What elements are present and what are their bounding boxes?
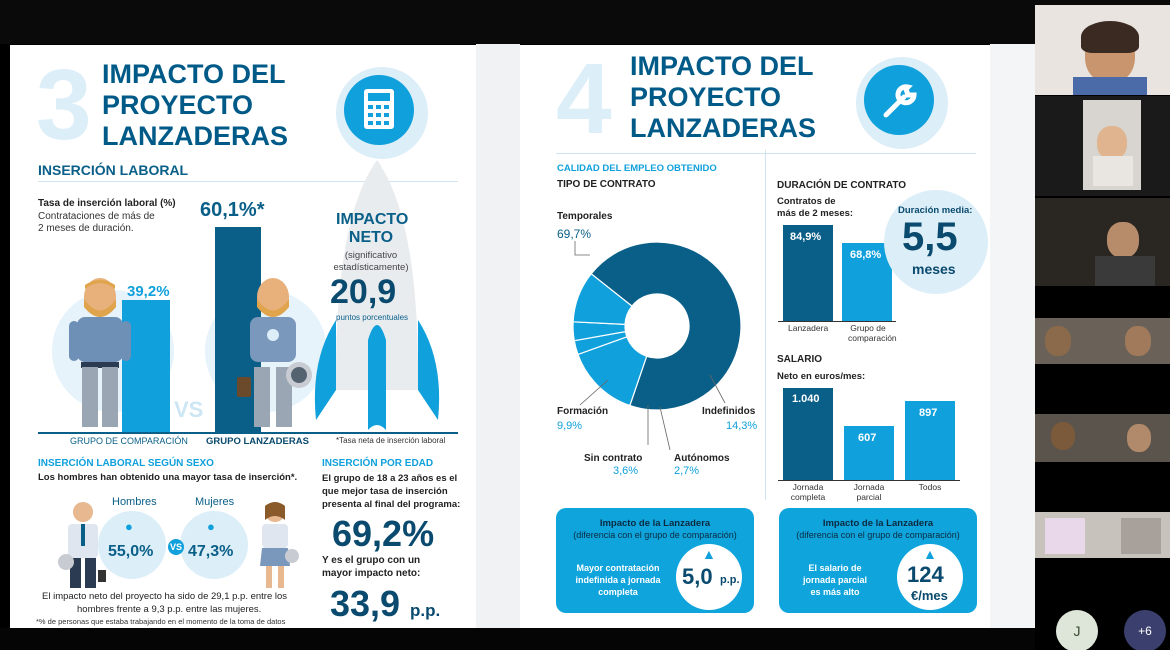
salary-value-completa: 1.040 bbox=[792, 393, 820, 405]
rate-title: Tasa de inserción laboral (%) bbox=[38, 198, 176, 209]
donut-label-formacion: Formación bbox=[557, 406, 609, 417]
women-label: Mujeres bbox=[195, 496, 235, 508]
video-tile-6[interactable] bbox=[1035, 512, 1170, 558]
video-tile-5[interactable] bbox=[1035, 414, 1170, 462]
duration-media-unit: meses bbox=[912, 261, 956, 277]
sex-vs: VS bbox=[168, 539, 184, 555]
rate-footnote: *Tasa neta de inserción laboral bbox=[336, 436, 446, 445]
age-title: INSERCIÓN POR EDAD bbox=[322, 458, 434, 469]
arrow-up-icon: ▲ bbox=[923, 546, 937, 562]
sex-title: INSERCIÓN LABORAL SEGÚN SEXO bbox=[38, 458, 214, 469]
donut-label-temporales: Temporales bbox=[557, 211, 613, 222]
vs-label: VS bbox=[174, 397, 204, 422]
donut-label-autonomos: Autónomos bbox=[674, 453, 730, 464]
section-number: 4 bbox=[556, 43, 612, 155]
duration-media-label: Duración media: bbox=[898, 205, 973, 216]
age-text2: Y es el grupo con un mayor impacto neto: bbox=[322, 555, 421, 579]
slide-title: IMPACTO DEL PROYECTO LANZADERAS bbox=[102, 59, 288, 151]
duration-media-value: 5,5 bbox=[902, 215, 958, 259]
salary-title: SALARIO bbox=[777, 354, 822, 365]
impact-unit: puntos porcentuales bbox=[336, 313, 409, 322]
duration-sub: Contratos de más de 2 meses: bbox=[777, 196, 854, 219]
arrow-up-icon: ▲ bbox=[702, 546, 716, 562]
video-tile-1[interactable] bbox=[1035, 5, 1170, 95]
donut-value-formacion: 9,9% bbox=[557, 420, 583, 432]
duration-title: DURACIÓN DE CONTRATO bbox=[777, 180, 907, 191]
woman-figure-icon bbox=[260, 502, 299, 588]
section-number: 3 bbox=[36, 49, 92, 161]
salary-bar-completa bbox=[783, 388, 833, 480]
salary-value-todos: 897 bbox=[919, 407, 938, 419]
impact-box-contratacion: Impacto de la Lanzadera (diferencia con … bbox=[556, 508, 754, 613]
duration-label-lanzadera: Lanzadera bbox=[788, 323, 829, 333]
donut-value-indefinidos: 14,3% bbox=[726, 420, 758, 432]
donut-label-indefinidos: Indefinidos bbox=[702, 406, 756, 417]
rocket-icon bbox=[314, 160, 440, 430]
comparison-label: GRUPO DE COMPARACIÓN bbox=[70, 436, 188, 446]
donut-value-sin-contrato: 3,6% bbox=[613, 465, 639, 477]
men-value: 55,0% bbox=[108, 543, 154, 560]
impact-note: (significativo estadísticamente) bbox=[333, 250, 409, 273]
calculator-icon bbox=[336, 67, 428, 159]
age-text: El grupo de 18 a 23 años es el que mejor … bbox=[322, 473, 461, 510]
salary-label-parcial: Jornada parcial bbox=[853, 482, 885, 502]
lanzaderas-label: GRUPO LANZADERAS bbox=[206, 436, 309, 447]
donut-label-sin-contrato: Sin contrato bbox=[584, 453, 643, 464]
duration-media-circle bbox=[884, 190, 988, 294]
slide-margin bbox=[990, 44, 1035, 632]
comparison-bar bbox=[122, 300, 170, 432]
video-tile-3[interactable] bbox=[1035, 198, 1170, 286]
man-suit-icon bbox=[58, 502, 106, 588]
comparison-value: 39,2% bbox=[127, 283, 170, 300]
rate-desc: Contrataciones de más de 2 meses de durac… bbox=[38, 211, 155, 234]
donut-value-autonomos: 2,7% bbox=[674, 465, 700, 477]
slide-title: IMPACTO DEL PROYECTO LANZADERAS bbox=[630, 51, 816, 143]
age-value2: 33,9 bbox=[330, 583, 401, 624]
slide-gap bbox=[476, 44, 520, 632]
duration-value-lanzadera: 84,9% bbox=[790, 231, 822, 243]
duration-label-comparacion: Grupo de comparación bbox=[848, 323, 897, 343]
wrench-icon bbox=[856, 57, 948, 149]
donut-slice-formación bbox=[572, 272, 633, 326]
participant-avatar[interactable]: J bbox=[1056, 610, 1098, 650]
women-badge-icon: ● bbox=[207, 519, 215, 534]
slide-right: 4 IMPACTO DEL PROYECTO LANZADERAS CALIDA… bbox=[520, 45, 990, 630]
salary-label-completa: Jornada completa bbox=[790, 482, 826, 502]
salary-bar-parcial bbox=[844, 426, 894, 480]
donut-value-temporales: 69,7% bbox=[557, 227, 592, 241]
section-subtitle: INSERCIÓN LABORAL bbox=[38, 162, 189, 178]
more-participants-button[interactable]: +6 bbox=[1124, 610, 1166, 650]
man-figure-icon bbox=[69, 278, 131, 427]
contract-type-title: TIPO DE CONTRATO bbox=[557, 179, 656, 190]
impact-box-salario: Impacto de la Lanzadera (diferencia con … bbox=[779, 508, 977, 613]
sex-text: Los hombres han obtenido una mayor tasa … bbox=[38, 472, 298, 483]
bottom-bar bbox=[0, 628, 1035, 650]
sex-footnote: *% de personas que estaba trabajando en … bbox=[36, 617, 286, 626]
duration-value-comparacion: 68,8% bbox=[850, 249, 882, 261]
women-value: 47,3% bbox=[188, 543, 234, 560]
video-tile-4[interactable] bbox=[1035, 318, 1170, 364]
quality-title: CALIDAD DEL EMPLEO OBTENIDO bbox=[557, 163, 717, 174]
age-unit2: p.p. bbox=[410, 601, 441, 620]
contract-donut-chart bbox=[572, 241, 742, 411]
salary-bar-todos bbox=[905, 401, 955, 480]
salary-label-todos: Todos bbox=[918, 482, 942, 492]
donut-leader-lines bbox=[574, 241, 726, 451]
sex-footer: El impacto neto del proyecto ha sido de … bbox=[42, 591, 288, 615]
salary-sub: Neto en euros/mes: bbox=[777, 371, 866, 382]
duration-bar-comparacion bbox=[842, 243, 892, 321]
man-astronaut-icon bbox=[237, 278, 312, 427]
men-badge-icon: ● bbox=[125, 519, 133, 534]
men-label: Hombres bbox=[112, 496, 157, 508]
age-value: 69,2% bbox=[332, 513, 435, 554]
top-bar bbox=[0, 0, 1170, 44]
duration-bar-lanzadera bbox=[783, 225, 833, 321]
impact-title: IMPACTO NETO bbox=[336, 211, 409, 246]
impact-value: 20,9 bbox=[330, 273, 397, 311]
slide-left: 3 IMPACTO DEL PROYECTO LANZADERAS INSERC… bbox=[10, 45, 476, 630]
salary-value-parcial: 607 bbox=[858, 432, 877, 444]
lanzaderas-value: 60,1%* bbox=[200, 199, 265, 221]
video-tile-2[interactable] bbox=[1035, 96, 1170, 196]
